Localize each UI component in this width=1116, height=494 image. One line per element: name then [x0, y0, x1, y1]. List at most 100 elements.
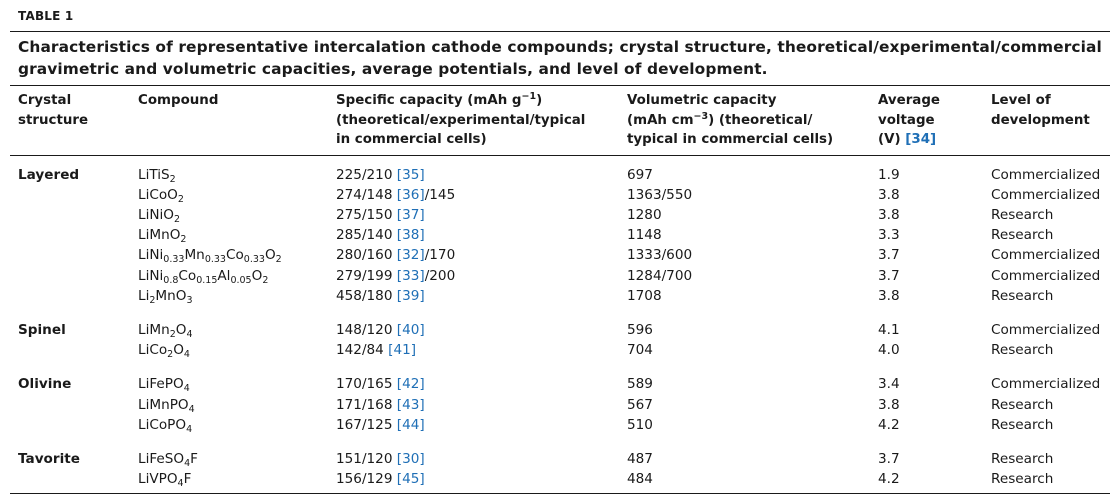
average-voltage-cell: 1.9	[878, 166, 900, 183]
specific-capacity-cell: 280/160 [32]/170	[336, 247, 456, 264]
crystal-structure-cell	[10, 245, 130, 265]
reference-link[interactable]: [30]	[396, 450, 425, 467]
average-voltage-cell: 3.8	[878, 206, 900, 223]
header-crystal-structure: Crystal structure	[18, 93, 89, 128]
compound-cell: LiMn2O4	[138, 321, 193, 340]
table-row: LiCo2O4 142/84 [41] 704 4.0 Research	[10, 340, 1110, 366]
volumetric-capacity-cell: 487	[627, 450, 653, 467]
reference-link[interactable]: [41]	[388, 342, 417, 359]
reference-link[interactable]: [39]	[396, 287, 425, 304]
crystal-structure-cell: Spinel	[18, 321, 66, 338]
reference-link[interactable]: [33]	[396, 267, 425, 284]
level-of-development-cell: Research	[991, 396, 1054, 413]
reference-link[interactable]: [45]	[396, 471, 425, 488]
specific-capacity-cell: 148/120 [40]	[336, 321, 425, 338]
group-olivine: Olivine LiFePO4 170/165 [42] 589 3.4 Commerci…	[10, 366, 1110, 441]
volumetric-capacity-cell: 567	[627, 396, 653, 413]
table-label: TABLE 1	[18, 9, 74, 23]
volumetric-capacity-cell: 1363/550	[627, 186, 693, 203]
level-of-development-cell: Research	[991, 450, 1054, 467]
volumetric-capacity-cell: 1333/600	[627, 247, 693, 264]
header-specific-capacity: Specific capacity (mAh g−1) (theoretical…	[336, 91, 586, 147]
average-voltage-cell: 4.0	[878, 342, 900, 359]
crystal-structure-cell	[10, 205, 130, 225]
compound-cell: LiCoO2	[138, 186, 184, 205]
volumetric-capacity-cell: 1708	[627, 287, 662, 304]
crystal-structure-cell	[10, 469, 130, 493]
crystal-structure-cell: Olivine	[18, 376, 72, 393]
specific-capacity-cell: 156/129 [45]	[336, 471, 425, 488]
group-layered: Layered LiTiS2 225/210 [35] 697 1.9 Commercia…	[10, 155, 1110, 312]
average-voltage-cell: 4.1	[878, 321, 900, 338]
crystal-structure-cell	[10, 225, 130, 245]
table-row: LiMnPO4 171/168 [43] 567 3.8 Research	[10, 395, 1110, 415]
average-voltage-cell: 3.3	[878, 227, 900, 244]
specific-capacity-cell: 171/168 [43]	[336, 396, 425, 413]
crystal-structure-cell	[10, 415, 130, 441]
level-of-development-cell: Commercialized	[991, 247, 1101, 264]
compound-cell: LiNi0.33Mn0.33Co0.33O2	[138, 247, 282, 266]
table-row: Layered LiTiS2 225/210 [35] 697 1.9 Commercia…	[10, 155, 1110, 185]
average-voltage-cell: 4.2	[878, 416, 900, 433]
crystal-structure-cell	[10, 185, 130, 205]
level-of-development-cell: Research	[991, 227, 1054, 244]
specific-capacity-cell: 170/165 [42]	[336, 376, 425, 393]
level-of-development-cell: Commercialized	[991, 321, 1101, 338]
compound-cell: LiFePO4	[138, 376, 190, 395]
reference-link[interactable]: [43]	[396, 396, 425, 413]
top-rule	[10, 31, 1110, 32]
average-voltage-cell: 4.2	[878, 471, 900, 488]
specific-capacity-cell: 225/210 [35]	[336, 166, 425, 183]
level-of-development-cell: Commercialized	[991, 186, 1101, 203]
table-row: LiNi0.33Mn0.33Co0.33O2 280/160 [32]/170 13…	[10, 245, 1110, 265]
header-average-voltage: Average voltage (V) [34]	[878, 93, 941, 147]
table-row: LiCoPO4 167/125 [44] 510 4.2 Research	[10, 415, 1110, 441]
table-header: Crystal structure Compound Specific capa…	[10, 85, 1110, 155]
level-of-development-cell: Research	[991, 342, 1054, 359]
reference-link[interactable]: [35]	[396, 166, 425, 183]
average-voltage-cell: 3.7	[878, 267, 900, 284]
header-compound: Compound	[138, 93, 219, 108]
average-voltage-cell: 3.7	[878, 450, 900, 467]
reference-link[interactable]: [44]	[396, 416, 425, 433]
crystal-structure-cell	[10, 395, 130, 415]
table-row: LiMnO2 285/140 [38] 1148 3.3 Research	[10, 225, 1110, 245]
header-volumetric-capacity: Volumetric capacity (mAh cm−3) (theoreti…	[627, 93, 834, 147]
level-of-development-cell: Research	[991, 287, 1054, 304]
volumetric-capacity-cell: 1284/700	[627, 267, 693, 284]
compound-cell: LiNi0.8Co0.15Al0.05O2	[138, 267, 269, 286]
level-of-development-cell: Commercialized	[991, 166, 1101, 183]
reference-link[interactable]: [36]	[396, 186, 425, 203]
specific-capacity-cell: 285/140 [38]	[336, 227, 425, 244]
table-caption: Characteristics of representative interc…	[18, 38, 1102, 78]
table-row: Li2MnO3 458/180 [39] 1708 3.8 Research	[10, 286, 1110, 312]
cathode-table: Crystal structure Compound Specific capa…	[10, 85, 1110, 493]
average-voltage-cell: 3.4	[878, 376, 900, 393]
group-spinel: Spinel LiMn2O4 148/120 [40] 596 4.1 Commercia…	[10, 312, 1110, 366]
reference-link[interactable]: [38]	[396, 227, 425, 244]
compound-cell: Li2MnO3	[138, 287, 193, 306]
reference-link[interactable]: [37]	[396, 206, 425, 223]
average-voltage-cell: 3.8	[878, 396, 900, 413]
header-row: Crystal structure Compound Specific capa…	[10, 85, 1110, 155]
header-level-of-development: Level of development	[991, 93, 1090, 128]
reference-link[interactable]: [40]	[396, 321, 425, 338]
reference-link[interactable]: [42]	[396, 376, 425, 393]
reference-link[interactable]: [34]	[905, 132, 937, 147]
volumetric-capacity-cell: 697	[627, 166, 653, 183]
group-tavorite: Tavorite LiFeSO4F 151/120 [30] 487 3.7 Resear…	[10, 441, 1110, 493]
specific-capacity-cell: 458/180 [39]	[336, 287, 425, 304]
volumetric-capacity-cell: 510	[627, 416, 653, 433]
specific-capacity-cell: 279/199 [33]/200	[336, 267, 456, 284]
table-row: Spinel LiMn2O4 148/120 [40] 596 4.1 Commercia…	[10, 312, 1110, 340]
compound-cell: LiTiS2	[138, 166, 176, 185]
specific-capacity-cell: 142/84 [41]	[336, 342, 417, 359]
table-row: LiNi0.8Co0.15Al0.05O2 279/199 [33]/200 128…	[10, 266, 1110, 286]
level-of-development-cell: Research	[991, 416, 1054, 433]
reference-link[interactable]: [32]	[396, 247, 425, 264]
level-of-development-cell: Research	[991, 206, 1054, 223]
document: TABLE 1 Characteristics of representativ…	[10, 0, 1110, 494]
level-of-development-cell: Commercialized	[991, 376, 1101, 393]
crystal-structure-cell	[10, 340, 130, 366]
volumetric-capacity-cell: 1280	[627, 206, 662, 223]
